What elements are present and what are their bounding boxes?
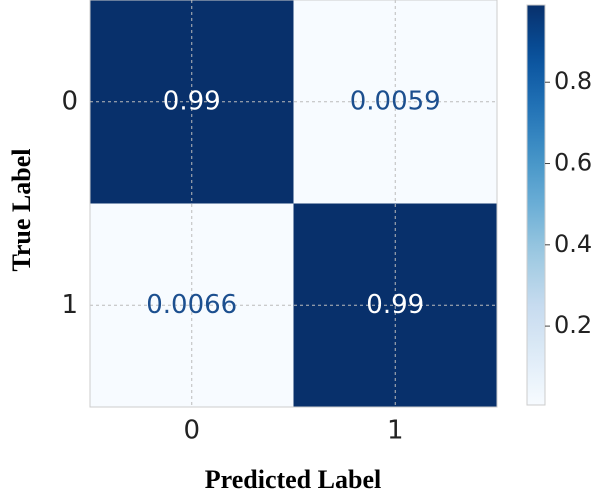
value-label: 0.0066 xyxy=(146,290,237,320)
x-tick-label: 0 xyxy=(183,416,200,446)
plot-frame xyxy=(89,0,498,408)
y-tick-label: 0 xyxy=(61,86,78,116)
colorbar-tick-label: 0.6 xyxy=(554,149,592,177)
y-axis-label: True Label xyxy=(7,148,36,271)
x-axis-label: Predicted Label xyxy=(205,465,381,494)
value-label: 0.99 xyxy=(163,86,221,116)
value-label: 0.99 xyxy=(366,290,424,320)
y-tick-label: 1 xyxy=(61,290,78,320)
x-tick-label: 1 xyxy=(387,416,404,446)
colorbar xyxy=(526,4,546,406)
colorbar-tick-label: 0.2 xyxy=(554,311,592,339)
value-label: 0.0059 xyxy=(350,86,441,116)
colorbar-tick-label: 0.8 xyxy=(554,67,592,95)
colorbar-tick-label: 0.4 xyxy=(554,230,592,258)
